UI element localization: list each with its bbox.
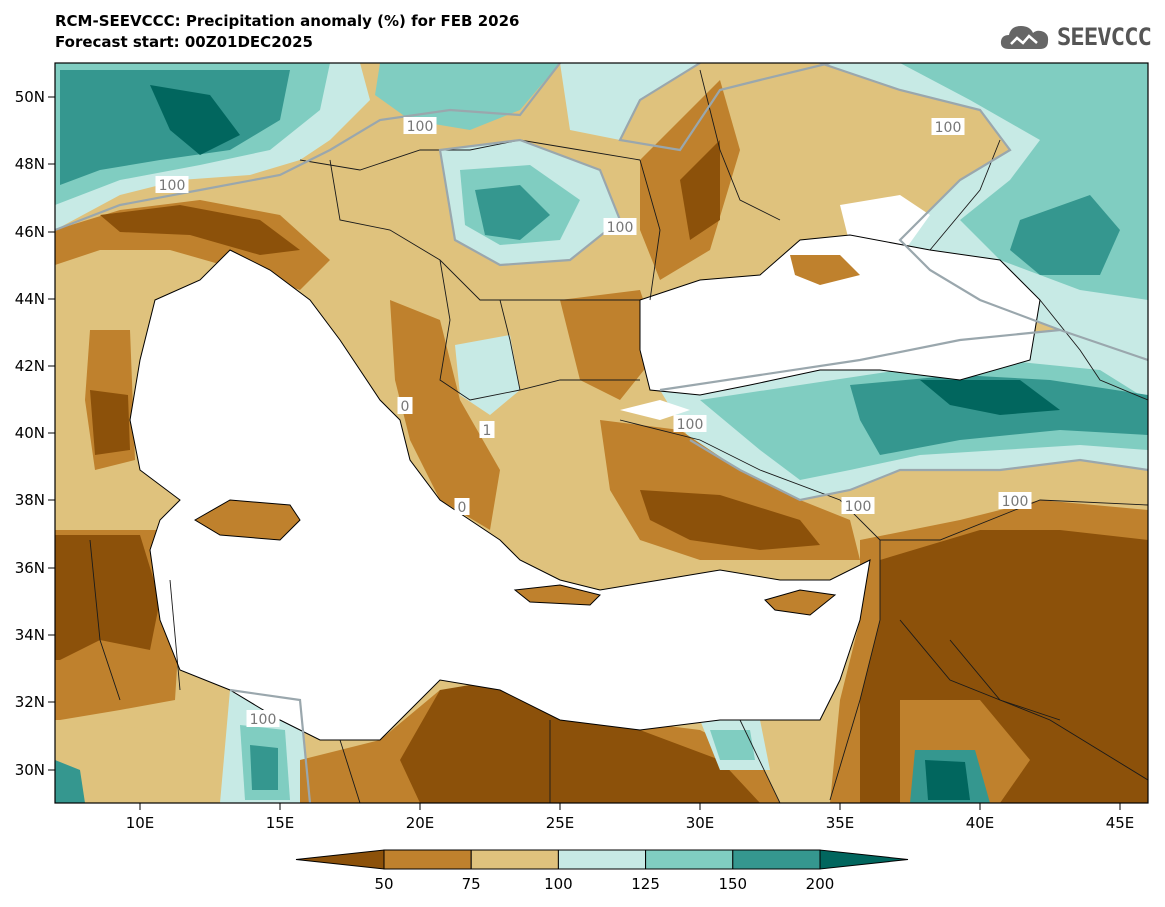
sea-of-marmara	[620, 400, 690, 420]
lon-tick-label: 35E	[826, 814, 855, 832]
mediterranean-sea	[130, 250, 870, 740]
colorbar-box	[732, 849, 821, 870]
contour-label: 0	[401, 399, 410, 415]
lat-tick-label: 30N	[15, 761, 45, 779]
contour-label: 100	[935, 120, 962, 136]
lat-tick-label: 42N	[15, 357, 45, 375]
colorbar-label: 75	[462, 875, 481, 893]
contour-label: 1	[483, 423, 492, 439]
map-title: RCM-SEEVCCC: Precipitation anomaly (%) f…	[55, 12, 520, 30]
colorbar-label: 100	[544, 875, 573, 893]
lon-tick-label: 45E	[1106, 814, 1135, 832]
contour-label: 0	[458, 500, 467, 516]
contour-label: 100	[845, 499, 872, 515]
coastlines	[129, 234, 1041, 741]
contour-label: 100	[1002, 494, 1029, 510]
contour-label-box	[155, 176, 189, 193]
lon-tick-label: 25E	[546, 814, 575, 832]
lat-tick-label: 34N	[15, 626, 45, 644]
lon-tick-label: 10E	[126, 814, 155, 832]
lat-tick-label: 38N	[15, 491, 45, 509]
colorbar-box	[557, 849, 647, 870]
contour-label-box	[397, 397, 413, 414]
cloud-icon	[1000, 26, 1048, 49]
lat-tick-label: 46N	[15, 223, 45, 241]
contour-label-box	[479, 421, 495, 438]
sicily	[195, 500, 300, 540]
colorbar-label: 50	[374, 875, 393, 893]
forecast-start: Forecast start: 00Z01DEC2025	[55, 33, 313, 51]
colorbar-low-end	[295, 849, 385, 870]
contour-label-box	[454, 498, 470, 515]
crimea	[790, 255, 860, 285]
contour-label-box	[246, 710, 280, 727]
contour-label-box	[673, 415, 707, 432]
sea-of-azov	[840, 195, 930, 250]
logo-text: SEEVCCC	[1056, 23, 1152, 51]
lat-tick-label: 32N	[15, 693, 45, 711]
colorbar-box	[383, 849, 472, 870]
colorbar: 50 75 100 125 150 200	[295, 849, 909, 893]
lat-tick-label: 40N	[15, 424, 45, 442]
lat-tick-label: 36N	[15, 559, 45, 577]
contour-100	[55, 63, 1148, 803]
colorbar-box	[645, 849, 734, 870]
lon-tick-label: 40E	[966, 814, 995, 832]
latitude-axis: 50N 48N 46N 44N 42N 40N 38N 36N 34N 32N 30N	[15, 88, 55, 779]
contour-label: 100	[250, 712, 277, 728]
contour-label: 100	[677, 417, 704, 433]
contour-label: 100	[407, 119, 434, 135]
lat-tick-label: 50N	[15, 88, 45, 106]
longitude-axis: 10E 15E 20E 25E 30E 35E 40E 45E	[126, 803, 1135, 832]
lat-tick-label: 44N	[15, 290, 45, 308]
lon-tick-label: 20E	[406, 814, 435, 832]
contour-label-box	[931, 118, 965, 135]
colorbar-label: 200	[806, 875, 835, 893]
lon-tick-label: 30E	[686, 814, 715, 832]
contour-labels: 100 100 100 100 100 100 100 100 0 1 0	[155, 117, 1032, 728]
lon-tick-label: 15E	[266, 814, 295, 832]
colorbar-label: 150	[718, 875, 747, 893]
colorbar-high-end	[819, 849, 909, 870]
contour-label-box	[603, 218, 637, 235]
contour-label-box	[403, 117, 437, 134]
colorbar-label: 125	[631, 875, 660, 893]
contour-label-box	[998, 492, 1032, 509]
lat-tick-label: 48N	[15, 155, 45, 173]
colorbar-box	[470, 849, 559, 870]
contour-label-box	[841, 497, 875, 514]
contour-label: 100	[607, 220, 634, 236]
contour-label: 100	[159, 178, 186, 194]
seevccc-logo: SEEVCCC	[999, 22, 1152, 52]
